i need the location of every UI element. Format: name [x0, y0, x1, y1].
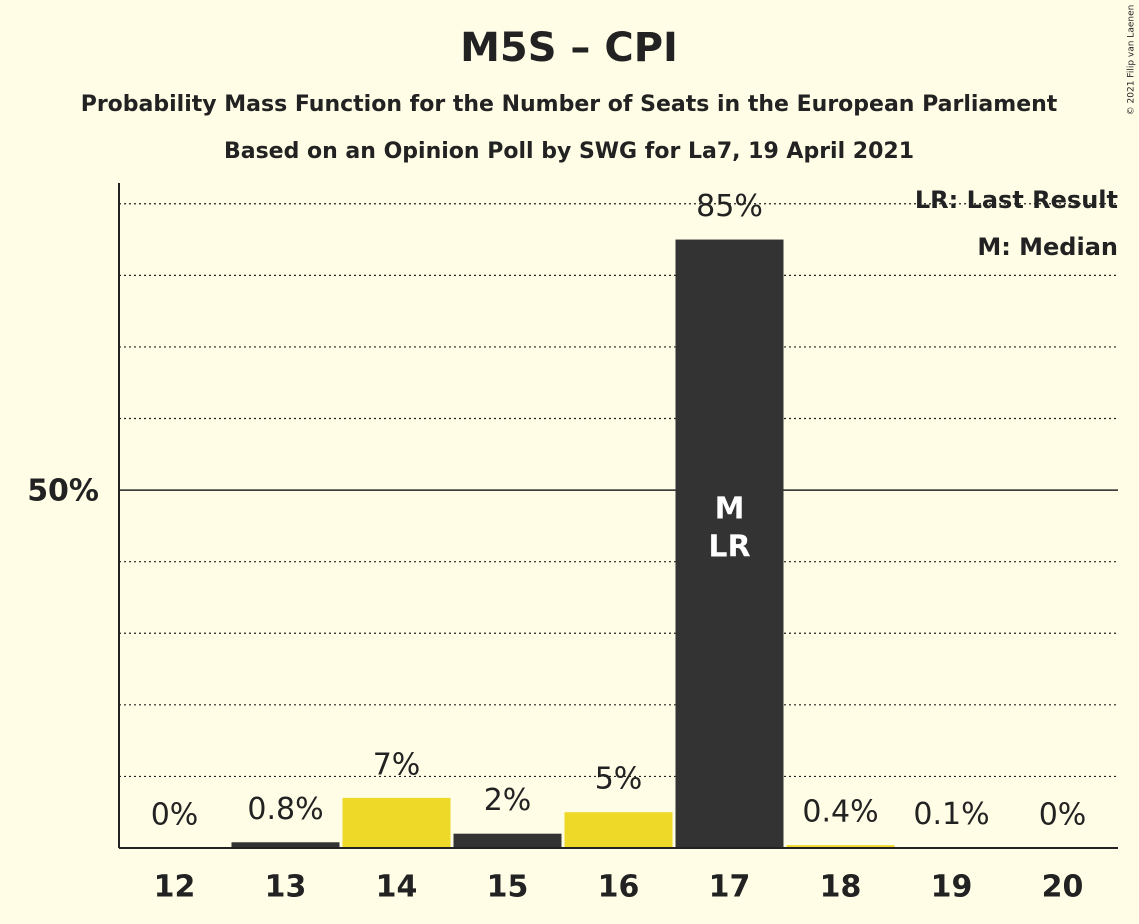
median-marker: M — [715, 492, 745, 527]
legend-entry: M: Median — [977, 233, 1118, 261]
x-tick-label: 20 — [1042, 870, 1084, 905]
x-tick-label: 13 — [265, 870, 307, 905]
x-tick-label: 12 — [154, 870, 196, 905]
bar — [453, 833, 562, 848]
last-result-marker: LR — [708, 530, 750, 565]
value-label: 7% — [373, 747, 421, 782]
x-tick-label: 18 — [820, 870, 862, 905]
bar — [564, 812, 673, 848]
value-label: 0% — [151, 798, 199, 833]
x-tick-label: 19 — [931, 870, 973, 905]
copyright: © 2021 Filip van Laenen — [1127, 5, 1137, 116]
bar — [675, 239, 784, 848]
x-tick-label: 17 — [709, 870, 751, 905]
bar — [786, 845, 895, 848]
x-tick-label: 15 — [487, 870, 529, 905]
legend-entry: LR: Last Result — [915, 186, 1118, 214]
chart-title: M5S – CPI — [460, 25, 678, 71]
value-label: 2% — [484, 783, 532, 818]
value-label: 0.8% — [247, 792, 323, 827]
y-tick-label: 50% — [27, 474, 99, 509]
chart-subtitle: Probability Mass Function for the Number… — [81, 92, 1058, 117]
chart-subtitle: Based on an Opinion Poll by SWG for La7,… — [224, 139, 914, 164]
x-tick-label: 14 — [376, 870, 418, 905]
value-label: 85% — [696, 189, 763, 224]
value-label: 0.4% — [802, 795, 878, 830]
bar — [231, 842, 340, 848]
x-tick-label: 16 — [598, 870, 640, 905]
value-label: 0% — [1039, 798, 1087, 833]
value-label: 0.1% — [913, 797, 989, 832]
bar — [342, 797, 451, 848]
value-label: 5% — [595, 762, 643, 797]
